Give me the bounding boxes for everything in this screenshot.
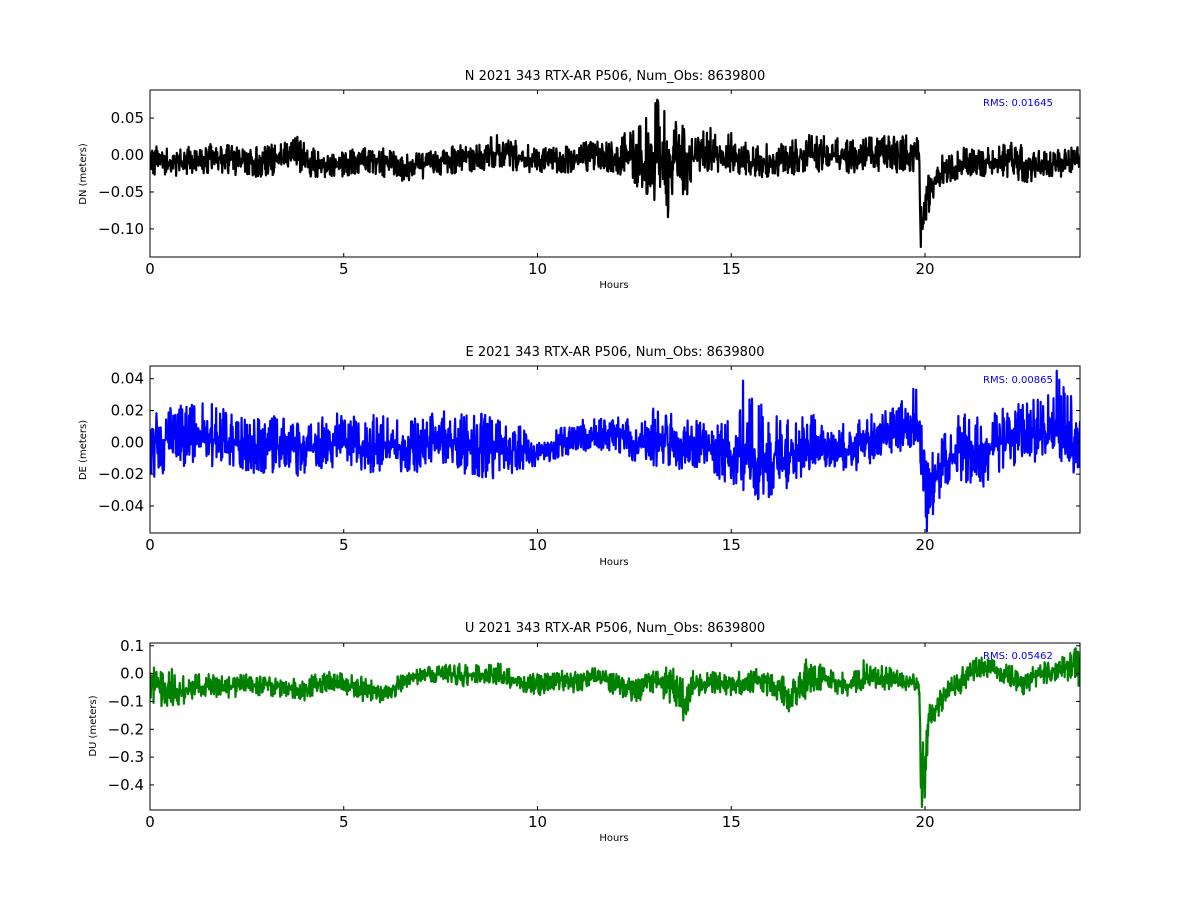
series-line: [150, 369, 1080, 533]
y-tick-label: −0.3: [108, 748, 144, 766]
axes-frame: [149, 365, 1081, 534]
y-tick-label: 0.05: [111, 109, 144, 127]
x-tick-label: 15: [722, 260, 741, 278]
x-axis-label: Hours: [599, 833, 628, 844]
x-tick-label: 10: [528, 813, 547, 831]
y-tick-label: −0.1: [108, 692, 144, 710]
x-tick-label: 5: [339, 813, 349, 831]
x-tick-label: 20: [915, 813, 934, 831]
rms-annotation: RMS: 0.05462: [983, 651, 1053, 662]
rms-annotation: RMS: 0.01645: [983, 98, 1053, 109]
y-tick-label: −0.04: [98, 497, 144, 515]
y-tick-label: 0.00: [111, 146, 144, 164]
y-axis-label: DU (meters): [88, 695, 99, 756]
x-tick-label: 0: [145, 536, 155, 554]
x-tick-label: 20: [915, 536, 934, 554]
y-tick-label: −0.4: [108, 776, 144, 794]
plot-area: 0 5 10 15 20 0.05 0.00 −0.05 −0.10: [98, 89, 1081, 278]
x-tick-label: 20: [915, 260, 934, 278]
x-tick-label: 10: [528, 260, 547, 278]
rms-annotation: RMS: 0.00865: [983, 375, 1053, 386]
x-tick-label: 15: [722, 536, 741, 554]
axes-frame: [149, 642, 1081, 811]
x-tick-label: 0: [145, 260, 155, 278]
subplot-title: N 2021 343 RTX-AR P506, Num_Obs: 8639800: [465, 69, 765, 84]
subplot-title: U 2021 343 RTX-AR P506, Num_Obs: 8639800: [465, 621, 765, 636]
y-tick-label: −0.10: [98, 220, 144, 238]
x-tick-label: 15: [722, 813, 741, 831]
y-axis-label: DN (meters): [78, 143, 89, 205]
y-tick-label: 0.00: [111, 433, 144, 451]
y-tick-label: 0.04: [111, 370, 144, 388]
series-line: [150, 98, 1080, 249]
y-tick-label: −0.02: [98, 465, 144, 483]
x-tick-label: 0: [145, 813, 155, 831]
x-axis-label: Hours: [599, 557, 628, 568]
subplot-up: U 2021 343 RTX-AR P506, Num_Obs: 8639800…: [88, 621, 1081, 844]
subplot-east: E 2021 343 RTX-AR P506, Num_Obs: 8639800…: [78, 345, 1081, 568]
x-tick-label: 5: [339, 260, 349, 278]
y-axis-label: DE (meters): [78, 420, 89, 480]
axes-frame: [149, 89, 1081, 258]
y-tick-label: 0.02: [111, 402, 144, 420]
y-tick-label: 0.0: [120, 665, 144, 683]
subplot-north: N 2021 343 RTX-AR P506, Num_Obs: 8639800…: [78, 69, 1081, 291]
x-tick-label: 10: [528, 536, 547, 554]
subplot-title: E 2021 343 RTX-AR P506, Num_Obs: 8639800: [466, 345, 765, 360]
plot-area: 0 5 10 15 20 0.04 0.02 0.00 −0.02 −0.04: [98, 365, 1081, 554]
series-line: [150, 647, 1080, 808]
y-tick-label: −0.2: [108, 720, 144, 738]
y-tick-label: 0.1: [120, 637, 144, 655]
x-tick-label: 5: [339, 536, 349, 554]
x-axis-label: Hours: [599, 280, 628, 291]
y-tick-label: −0.05: [98, 183, 144, 201]
plot-area: 0 5 10 15 20 0.1 0.0 −0.1 −0.2 −0.3 −0.4: [108, 637, 1081, 831]
